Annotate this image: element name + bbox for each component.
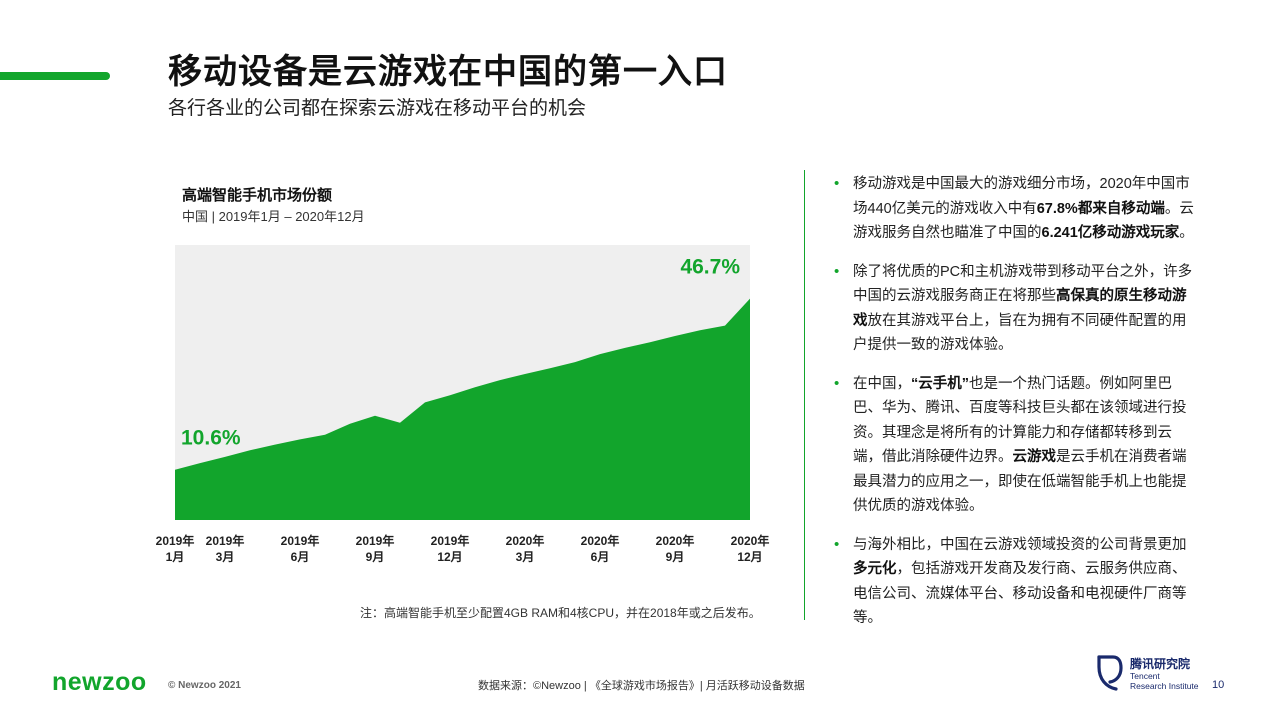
data-source-text: 数据来源：©Newzoo | 《全球游戏市场报告》| 月活跃移动设备数据 bbox=[478, 680, 805, 692]
x-tick-year: 2019年 bbox=[356, 533, 395, 548]
bullet-text: 置的用户提供一致的游戏体验。 bbox=[853, 312, 1187, 354]
share-area-series bbox=[175, 298, 750, 520]
key-points-list: 移动游戏是中国最大的游戏细分市场，2020年中国市场440亿美元的游戏收入中有6… bbox=[832, 172, 1197, 645]
bullet-emphasis: 戏玩家 bbox=[1135, 225, 1180, 241]
bullet-emphasis: 高保真的原生移 bbox=[1056, 288, 1158, 304]
bullet-text: 到云端，借此消除硬件边界。 bbox=[853, 424, 1172, 466]
partner-name-en-line2: Research Institute bbox=[1130, 681, 1199, 691]
x-tick-year: 2019年 bbox=[281, 533, 320, 548]
bullet-text: 多中国的云游戏服务商正在将那些 bbox=[853, 263, 1193, 305]
bullet-text: 放在其游戏平台上，旨在为拥有不同硬件配 bbox=[867, 312, 1144, 329]
bullet-emphasis: 端 bbox=[1150, 200, 1165, 217]
page-subtitle: 各行各业的公司都在探索云游戏在移动平台的机会 bbox=[168, 98, 587, 119]
bullet-text: 费者端最具潜力的应用之一，即使在低端智能手机 bbox=[853, 449, 1187, 490]
accent-bar bbox=[0, 72, 110, 80]
x-tick-year: 2020年 bbox=[731, 533, 770, 548]
x-tick-month: 9月 bbox=[366, 550, 385, 564]
x-tick-year: 2019年 bbox=[156, 533, 195, 548]
x-tick-month: 6月 bbox=[591, 550, 610, 564]
page-number: 10 bbox=[1212, 679, 1225, 691]
bullet-emphasis: 多元化 bbox=[853, 561, 897, 577]
bullet-text: 是云手机在消 bbox=[1056, 449, 1143, 465]
x-tick-month: 1月 bbox=[166, 550, 185, 564]
column-divider bbox=[804, 170, 805, 620]
bullet-text: 。 bbox=[1179, 225, 1194, 241]
partner-name-cn: 腾讯研究院 bbox=[1130, 657, 1191, 671]
bullet-emphasis: 动游戏 bbox=[853, 288, 1187, 329]
partner-name-en-line1: Tencent bbox=[1130, 671, 1160, 681]
bullet-emphasis: 云游戏 bbox=[1012, 449, 1057, 465]
x-tick-month: 9月 bbox=[666, 550, 685, 564]
x-tick-year: 2020年 bbox=[581, 533, 620, 548]
bullet-text: 加 bbox=[1172, 536, 1187, 553]
bullet-text: 市场440亿美元的游戏收入中有 bbox=[853, 176, 1190, 217]
x-tick-month: 12月 bbox=[437, 550, 462, 564]
data-label: 10.6% bbox=[181, 427, 241, 450]
page-title: 移动设备是云游戏在中国的第一入口 bbox=[168, 53, 728, 91]
x-tick-year: 2019年 bbox=[431, 533, 470, 548]
bullet-text: 商、电信公司、流媒体平台、移动设备和电视硬件 bbox=[853, 561, 1187, 602]
bullet-text: 。云游戏服务自然也瞄准了中国的 bbox=[853, 200, 1194, 242]
x-tick-month: 12月 bbox=[737, 550, 762, 564]
x-tick-month: 3月 bbox=[516, 550, 535, 564]
bullet-item: 与海外相比，中国在云游戏领域投资的公司背景更加多元化，包括游戏开发商及发行商、云… bbox=[832, 533, 1197, 631]
bullet-emphasis: 67.8%都来自移动 bbox=[1036, 200, 1151, 217]
bullet-text: 巴巴、华为、腾讯、百度等科技巨头都在该领域进 bbox=[853, 375, 1172, 417]
bullet-text: 也是一个热门话题。例如阿里 bbox=[969, 375, 1158, 392]
bullet-emphasis: 6.241亿移动游 bbox=[1041, 225, 1136, 241]
bullet-text: 与海外相比，中国在云游戏领域投资的公司背景更 bbox=[853, 536, 1172, 553]
x-tick-year: 2020年 bbox=[506, 533, 545, 548]
bullet-text: 在中国， bbox=[853, 375, 911, 392]
bullet-item: 移动游戏是中国最大的游戏细分市场，2020年中国市场440亿美元的游戏收入中有6… bbox=[832, 172, 1197, 246]
newzoo-logo: newzoo bbox=[52, 668, 147, 696]
bullet-text: 上也能提供优质的游戏体验。 bbox=[853, 473, 1187, 515]
market-share-area-chart: 2019年 1月 2019年 3月 2019年 6月 2019年 9月 2019年 12月 2020… bbox=[156, 245, 770, 564]
bullet-item: 在中国，“云手机”也是一个热门话题。例如阿里巴巴、华为、腾讯、百度等科技巨头都在… bbox=[832, 372, 1197, 519]
bullet-text: 移动游戏是中国最大的游戏细分市场，2020年中国 bbox=[853, 176, 1176, 192]
bullet-text: 行投资。其理念是将所有的计算能力和存储都转移 bbox=[853, 400, 1187, 441]
copyright-text: © Newzoo 2021 bbox=[168, 680, 241, 691]
chart-subtitle: 中国 | 2019年1月 – 2020年12月 bbox=[182, 209, 365, 224]
bullet-emphasis: “云手机” bbox=[911, 375, 969, 392]
bullet-text: 厂商等等。 bbox=[853, 585, 1187, 627]
bullet-text: 除了将优质的PC和主机游戏带到移动平台之外，许 bbox=[853, 263, 1178, 280]
bullet-item: 除了将优质的PC和主机游戏带到移动平台之外，许多中国的云游戏服务商正在将那些高保… bbox=[832, 260, 1197, 358]
data-label: 46.7% bbox=[680, 256, 740, 279]
x-tick-month: 3月 bbox=[216, 550, 235, 564]
bullet-text: ，包括游戏开发商及发行商、云服务供应 bbox=[896, 561, 1158, 577]
x-tick-month: 6月 bbox=[291, 550, 310, 564]
tencent-research-icon bbox=[1097, 655, 1123, 691]
x-tick-year: 2020年 bbox=[656, 533, 695, 548]
tencent-research-logo: 腾讯研究院 Tencent Research Institute bbox=[1096, 653, 1206, 693]
chart-footnote: 注：高端智能手机至少配置4GB RAM和4核CPU，并在2018年或之后发布。 bbox=[360, 606, 761, 620]
chart-title: 高端智能手机市场份额 bbox=[182, 187, 333, 204]
x-tick-year: 2019年 bbox=[206, 533, 245, 548]
